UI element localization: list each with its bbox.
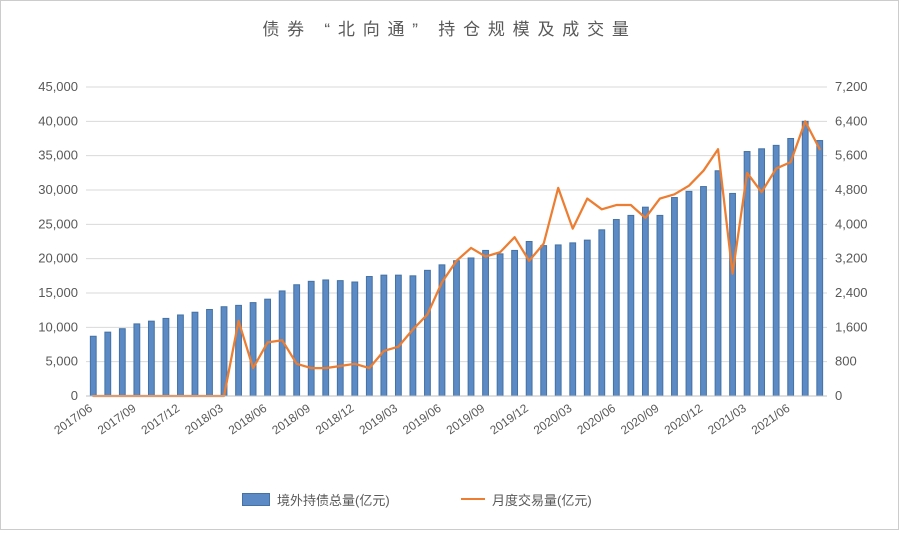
svg-text:2020/12: 2020/12 [662,401,706,438]
svg-text:2018/09: 2018/09 [269,401,313,438]
svg-text:2,400: 2,400 [835,285,868,300]
svg-text:2020/06: 2020/06 [574,401,618,438]
svg-text:2020/03: 2020/03 [531,401,575,438]
svg-text:2019/12: 2019/12 [487,401,531,438]
svg-text:2021/06: 2021/06 [749,401,793,438]
svg-text:40,000: 40,000 [38,113,78,128]
svg-text:35,000: 35,000 [38,148,78,163]
svg-text:2017/09: 2017/09 [95,401,139,438]
svg-text:20,000: 20,000 [38,251,78,266]
svg-text:0: 0 [835,388,842,403]
svg-text:2019/09: 2019/09 [444,401,488,438]
svg-text:15,000: 15,000 [38,285,78,300]
svg-text:2018/12: 2018/12 [313,401,357,438]
svg-text:7,200: 7,200 [835,79,868,94]
svg-text:2019/06: 2019/06 [400,401,444,438]
svg-text:6,400: 6,400 [835,113,868,128]
svg-text:2021/03: 2021/03 [705,401,749,438]
svg-text:2019/03: 2019/03 [357,401,401,438]
svg-text:800: 800 [835,354,857,369]
svg-text:30,000: 30,000 [38,182,78,197]
svg-text:4,000: 4,000 [835,216,868,231]
svg-text:5,600: 5,600 [835,148,868,163]
svg-text:2018/06: 2018/06 [226,401,270,438]
svg-text:0: 0 [71,388,78,403]
svg-text:1,600: 1,600 [835,319,868,334]
svg-text:45,000: 45,000 [38,79,78,94]
svg-text:5,000: 5,000 [45,354,78,369]
svg-text:2017/06: 2017/06 [51,401,95,438]
svg-text:2020/09: 2020/09 [618,401,662,438]
svg-text:2018/03: 2018/03 [182,401,226,438]
svg-text:4,800: 4,800 [835,182,868,197]
svg-text:10,000: 10,000 [38,319,78,334]
svg-text:3,200: 3,200 [835,251,868,266]
svg-text:2017/12: 2017/12 [139,401,183,438]
svg-text:25,000: 25,000 [38,216,78,231]
